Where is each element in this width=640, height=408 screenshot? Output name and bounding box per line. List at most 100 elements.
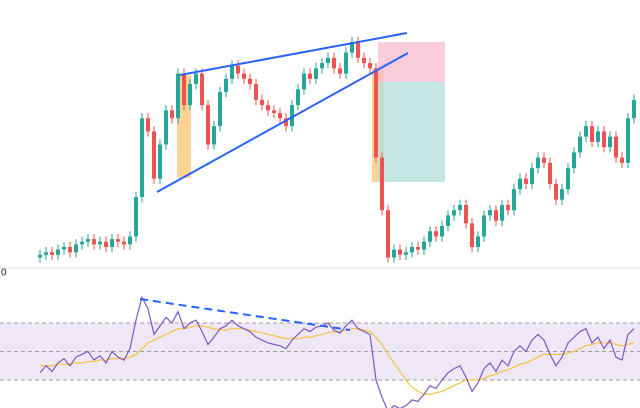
candle-body [104, 241, 108, 247]
wedge-lower [156, 52, 409, 193]
candle-body [434, 231, 438, 237]
stop-zone [378, 42, 445, 82]
candle-body [134, 197, 138, 237]
rsi-line [39, 295, 635, 408]
candle-body [230, 65, 234, 79]
candle-body [62, 246, 66, 250]
candle-body [236, 65, 240, 74]
candle-body [506, 204, 510, 211]
candle-body [344, 52, 348, 74]
candle-body [176, 73, 180, 119]
candle-body [596, 131, 600, 142]
candle-body [368, 63, 372, 69]
divergence-line [139, 298, 351, 331]
rsi-band [0, 323, 640, 380]
candle-body [428, 231, 432, 242]
candle-body [110, 239, 114, 247]
candle-body [416, 246, 420, 250]
candle-body [278, 112, 282, 119]
candle-body [254, 84, 258, 100]
candle-body [374, 68, 378, 158]
candle-body [194, 73, 198, 85]
candle-body [458, 204, 462, 211]
candle-body [392, 249, 396, 258]
candle-body [50, 252, 54, 255]
candle-body [566, 168, 570, 190]
candle-body [584, 126, 588, 137]
candle-body [494, 210, 498, 221]
candle-body [212, 126, 216, 145]
candle-body [290, 105, 294, 127]
candle-body [332, 57, 336, 69]
candle-body [542, 157, 546, 163]
candle-body [248, 78, 252, 85]
candle-body [530, 168, 534, 184]
candle-body [518, 178, 522, 190]
candle-body [512, 189, 516, 211]
target-zone [378, 82, 445, 182]
candle-body [590, 126, 594, 142]
candle-body [206, 105, 210, 145]
candle-body [338, 68, 342, 74]
candle-body [482, 215, 486, 237]
candle-body [188, 84, 192, 106]
candle-body [554, 183, 558, 200]
candle-body [44, 252, 48, 255]
candle-body [500, 204, 504, 221]
candle-body [284, 118, 288, 127]
candle-body [350, 42, 354, 53]
candle-body [560, 189, 564, 200]
candle-body [56, 249, 60, 255]
candle-body [80, 241, 84, 245]
candle-body [536, 157, 540, 169]
candle-body [116, 239, 120, 242]
candle-body [122, 241, 126, 245]
candle-body [320, 63, 324, 69]
candle-body [632, 99, 636, 119]
candle-body [614, 136, 618, 158]
candle-body [548, 162, 552, 184]
candle-body [380, 157, 384, 211]
candle-body [152, 131, 156, 179]
candle-body [74, 244, 78, 253]
candle-body [182, 73, 186, 106]
candle-body [398, 249, 402, 255]
candle-body [68, 246, 72, 253]
candle-body [158, 144, 162, 179]
candle-body [266, 105, 270, 111]
candle-body [170, 110, 174, 119]
candle-body [164, 110, 168, 145]
candle-body [446, 215, 450, 226]
candle-body [272, 110, 276, 113]
candle-body [128, 236, 132, 245]
candle-body [410, 246, 414, 253]
candle-body [218, 91, 222, 127]
candle-body [242, 73, 246, 79]
candle-body [38, 254, 42, 258]
wedge-upper [179, 32, 408, 76]
candle-body [524, 178, 528, 184]
candle-body [200, 73, 204, 106]
candle-body [386, 210, 390, 258]
scale-label: 0 [1, 268, 7, 279]
candle-body [296, 89, 300, 106]
candle-body [326, 57, 330, 64]
candle-body [308, 73, 312, 79]
candle-body [626, 118, 630, 163]
candle-body [404, 252, 408, 255]
highlight [177, 75, 191, 178]
candle-body [470, 223, 474, 247]
candle-body [98, 241, 102, 245]
candle-body [362, 57, 366, 64]
candle-body [572, 152, 576, 169]
candle-body [422, 241, 426, 250]
candle-body [140, 118, 144, 198]
candle-body [488, 210, 492, 216]
candle-body [608, 136, 612, 148]
candle-body [356, 42, 360, 58]
candle-body [476, 236, 480, 247]
candle-body [260, 99, 264, 106]
candle-body [224, 78, 228, 92]
candle-body [620, 157, 624, 163]
candle-body [92, 239, 96, 245]
